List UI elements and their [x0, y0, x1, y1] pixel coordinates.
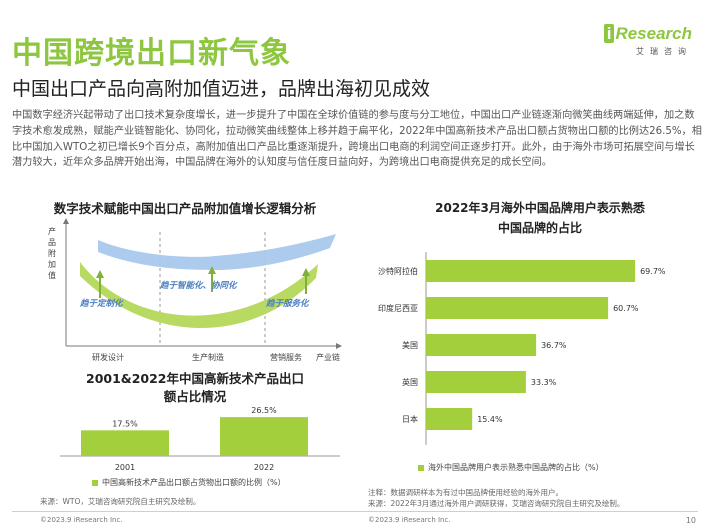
iresearch-logo: i Research 艾瑞咨询 [603, 24, 692, 57]
hightech-legend-label: 中国高新技术产品出口额占货物出口额的比例（%） [102, 478, 286, 487]
hightech-legend: 中国高新技术产品出口额占货物出口额的比例（%） [92, 477, 286, 488]
smile-curve-lower [80, 262, 318, 329]
brand-bar [426, 371, 526, 393]
brand-source: 来源：2022年3月通过海外用户调研获得，艾瑞咨询研究院自主研究及绘制。 [368, 499, 625, 508]
tag-servitization: 趋于服务化 [265, 298, 310, 309]
brand-note: 注释：数据调研样本为有过中国品牌使用经验的海外用户。 [368, 488, 563, 497]
tag-intelligent-collaboration: 趋于智能化、协同化 [159, 280, 238, 291]
brand-title-line2: 中国品牌的占比 [497, 221, 582, 235]
y-axis-label-char: 品 [48, 238, 56, 247]
up-arrow-icon [208, 266, 216, 274]
logo-i-mark: i [603, 24, 615, 43]
brand-value-label: 36.7% [541, 341, 567, 350]
brand-notes: 注释：数据调研样本为有过中国品牌使用经验的海外用户。 来源：2022年3月通过海… [368, 487, 624, 509]
logo-subtitle: 艾瑞咨询 [636, 47, 692, 56]
legend-swatch [92, 479, 98, 486]
hightech-chart-title: 2001&2022年中国高新技术产品出口 额占比情况 [60, 370, 330, 406]
copyright-left: ©2023.9 iResearch Inc. [40, 516, 123, 524]
y-axis-label-char: 值 [48, 270, 56, 280]
brand-bar [426, 297, 609, 319]
brand-title-line1: 2022年3月海外中国品牌用户表示熟悉 [435, 201, 645, 215]
intro-paragraph: 中国数字经济兴起带动了出口技术复杂度增长，进一步提升了中国在全球价值链的参与度与… [12, 110, 702, 169]
brand-legend: 海外中国品牌用户表示熟悉中国品牌的占比（%） [418, 462, 604, 473]
brand-value-label: 69.7% [640, 267, 666, 276]
x-axis-arrow [336, 343, 342, 349]
brand-category-label: 英国 [402, 377, 418, 387]
footer-rule [12, 511, 698, 512]
legend-swatch [418, 464, 424, 471]
hightech-title-line1: 2001&2022年中国高新技术产品出口 [86, 371, 304, 386]
hightech-category-label: 2022 [254, 463, 274, 472]
brand-bar [426, 334, 537, 356]
copyright-right: ©2023.9 iResearch Inc. [368, 516, 451, 524]
smile-curve-diagram: 产 品 附 加 值 趋于定制化 趋于智能化、协同化 趋于服务化 研发设计 生产制… [48, 218, 342, 362]
brand-bar [426, 260, 636, 282]
x-label-chain: 产业链 [316, 352, 340, 362]
x-label-marketing: 营销服务 [270, 352, 302, 362]
brand-value-label: 60.7% [613, 304, 639, 313]
y-axis-arrow [63, 218, 69, 224]
brand-category-label: 印度尼西亚 [378, 303, 418, 313]
hightech-bar-chart: 17.5% 2001 26.5% 2022 [60, 406, 340, 472]
y-axis-label-char: 产 [48, 226, 56, 236]
x-label-manufacturing: 生产制造 [192, 352, 224, 362]
brand-category-label: 沙特阿拉伯 [378, 266, 418, 276]
y-axis-label-char: 附 [48, 248, 56, 258]
hightech-value-label: 26.5% [251, 406, 277, 415]
page-title: 中国跨境出口新气象 [12, 36, 291, 71]
page-subtitle: 中国出口产品向高附加值迈进，品牌出海初见成效 [12, 78, 431, 100]
hightech-category-label: 2001 [115, 463, 135, 472]
brand-value-label: 33.3% [531, 378, 557, 387]
logo-wordmark: Research [615, 24, 692, 43]
hightech-value-label: 17.5% [112, 419, 138, 428]
brand-value-label: 15.4% [477, 415, 503, 424]
hightech-bar [220, 417, 308, 456]
brand-category-label: 日本 [402, 414, 418, 424]
hightech-source: 来源：WTO，艾瑞咨询研究院自主研究及绘制。 [40, 497, 201, 506]
tag-customization: 趋于定制化 [79, 298, 124, 309]
brand-legend-label: 海外中国品牌用户表示熟悉中国品牌的占比（%） [428, 463, 604, 472]
y-axis-label-char: 加 [48, 259, 56, 269]
up-arrow-icon [96, 270, 104, 278]
hightech-bar [81, 430, 169, 456]
smile-curve-title: 数字技术赋能中国出口产品附加值增长逻辑分析 [53, 201, 317, 216]
brand-chart-title: 2022年3月海外中国品牌用户表示熟悉 中国品牌的占比 [380, 198, 700, 238]
brand-category-label: 美国 [402, 340, 418, 350]
x-label-rnd: 研发设计 [92, 352, 124, 362]
hightech-title-line2: 额占比情况 [163, 389, 227, 404]
brand-bar [426, 408, 473, 430]
page-number: 10 [685, 516, 696, 525]
up-arrow-icon [302, 268, 310, 276]
smile-curve-upper [98, 234, 336, 270]
brand-bar-chart: 沙特阿拉伯 69.7% 印度尼西亚 60.7% 美国 36.7% 英国 33.3% 日本 15.4… [378, 252, 666, 445]
